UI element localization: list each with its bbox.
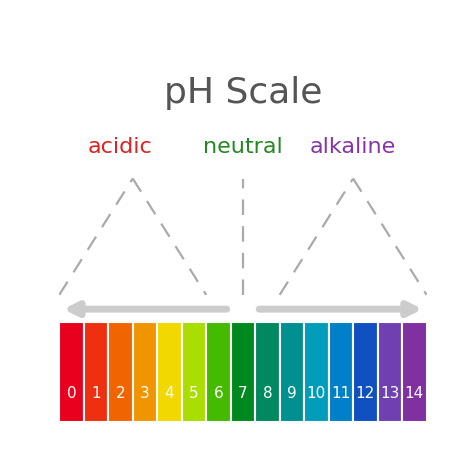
Text: 13: 13 — [380, 386, 400, 401]
Bar — [231, 322, 255, 422]
Text: 2: 2 — [116, 386, 125, 401]
Bar — [255, 322, 280, 422]
Bar — [59, 322, 84, 422]
Bar — [402, 322, 427, 422]
Text: 12: 12 — [356, 386, 375, 401]
Text: 10: 10 — [307, 386, 326, 401]
Text: 4: 4 — [164, 386, 174, 401]
Text: 5: 5 — [189, 386, 199, 401]
Bar — [133, 322, 157, 422]
Text: 7: 7 — [238, 386, 248, 401]
Text: 1: 1 — [91, 386, 101, 401]
Text: pH Scale: pH Scale — [164, 76, 322, 109]
Bar — [84, 322, 108, 422]
Text: 3: 3 — [140, 386, 150, 401]
Text: 6: 6 — [214, 386, 223, 401]
Text: 9: 9 — [287, 386, 297, 401]
Text: alkaline: alkaline — [310, 137, 396, 157]
Bar — [304, 322, 328, 422]
Bar — [206, 322, 231, 422]
Text: 8: 8 — [263, 386, 272, 401]
Text: neutral: neutral — [203, 137, 283, 157]
Text: 11: 11 — [331, 386, 350, 401]
Bar — [328, 322, 353, 422]
Bar — [182, 322, 206, 422]
Text: 0: 0 — [67, 386, 76, 401]
Text: acidic: acidic — [88, 137, 153, 157]
Bar — [157, 322, 182, 422]
Bar — [280, 322, 304, 422]
Bar — [108, 322, 133, 422]
Bar — [353, 322, 378, 422]
Bar — [378, 322, 402, 422]
Text: 14: 14 — [405, 386, 424, 401]
